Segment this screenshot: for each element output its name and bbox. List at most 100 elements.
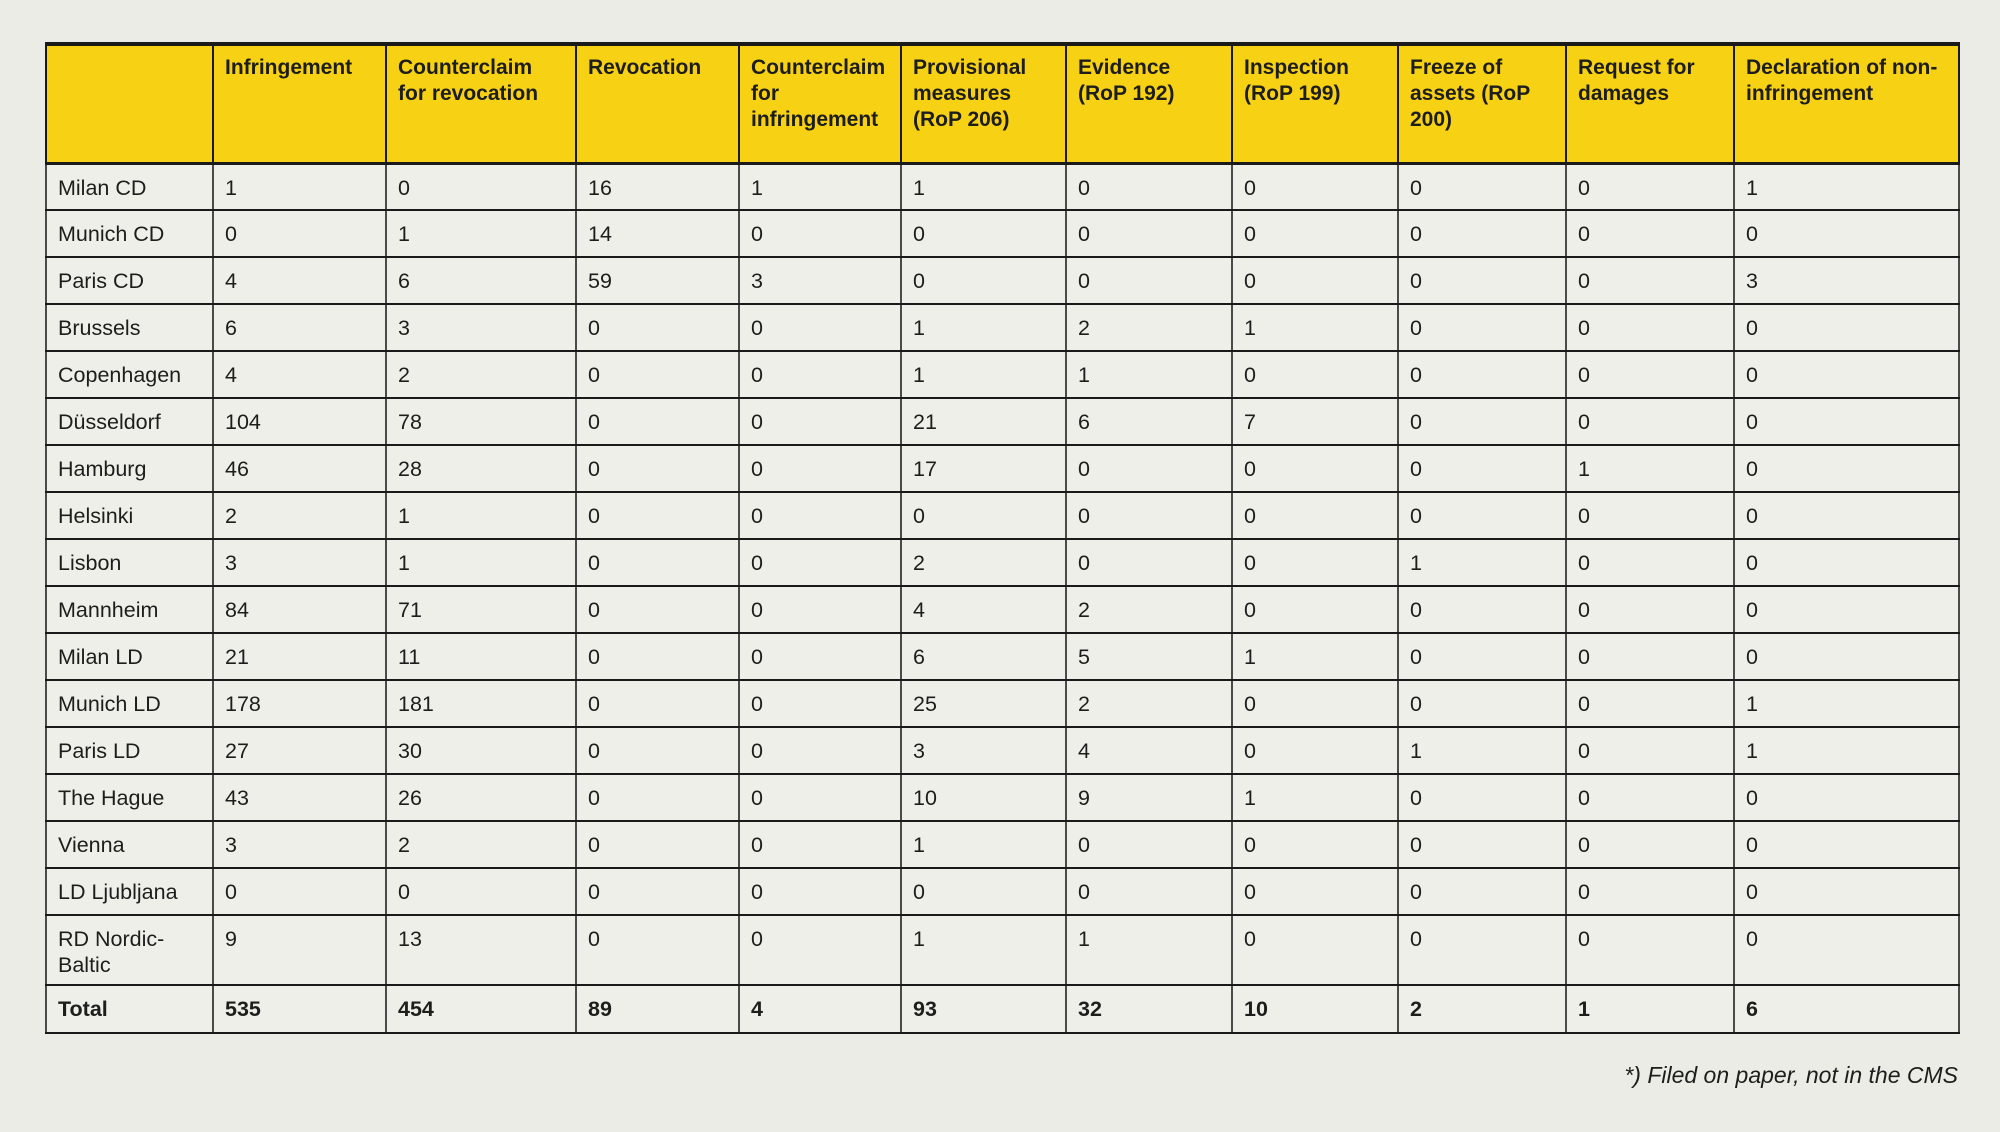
data-cell: 13 — [385, 914, 577, 986]
total-cell: 535 — [212, 984, 387, 1034]
data-cell: 21 — [900, 397, 1067, 446]
table-row: Paris CD 4 6 59 3 0 0 0 0 0 3 — [45, 256, 1960, 305]
data-cell: 0 — [575, 585, 740, 634]
data-cell: 6 — [1065, 397, 1233, 446]
data-cell: 1 — [900, 820, 1067, 869]
data-cell: 0 — [1065, 444, 1233, 493]
data-cell: 0 — [1565, 773, 1735, 822]
data-cell: 3 — [212, 538, 387, 587]
data-cell: 3 — [385, 303, 577, 352]
data-cell: 0 — [1231, 820, 1399, 869]
table-row: Düsseldorf 104 78 0 0 21 6 7 0 0 0 — [45, 397, 1960, 446]
data-cell: 0 — [1397, 820, 1567, 869]
data-cell: 4 — [900, 585, 1067, 634]
data-cell: 0 — [1733, 538, 1960, 587]
table-row: Brussels 6 3 0 0 1 2 1 0 0 0 — [45, 303, 1960, 352]
data-cell: 0 — [575, 303, 740, 352]
upc-case-statistics-table: Infringement Counterclaim for revocation R… — [45, 42, 1960, 1034]
data-cell: 0 — [1397, 867, 1567, 916]
data-cell: 0 — [1397, 209, 1567, 258]
row-label: Vienna — [45, 820, 214, 869]
data-cell: 0 — [1231, 256, 1399, 305]
data-cell: 0 — [738, 726, 902, 775]
row-label: Hamburg — [45, 444, 214, 493]
row-label: Paris CD — [45, 256, 214, 305]
data-cell: 0 — [738, 397, 902, 446]
data-cell: 5 — [1065, 632, 1233, 681]
data-cell: 9 — [212, 914, 387, 986]
data-cell: 26 — [385, 773, 577, 822]
data-cell: 2 — [212, 491, 387, 540]
total-cell: 32 — [1065, 984, 1233, 1034]
data-cell: 21 — [212, 632, 387, 681]
row-label: Paris LD — [45, 726, 214, 775]
data-cell: 0 — [1397, 773, 1567, 822]
row-label: Copenhagen — [45, 350, 214, 399]
data-cell: 0 — [575, 350, 740, 399]
data-cell: 1 — [385, 491, 577, 540]
data-cell: 84 — [212, 585, 387, 634]
data-cell: 178 — [212, 679, 387, 728]
data-cell: 0 — [738, 679, 902, 728]
corner-header-cell — [45, 42, 214, 165]
data-cell: 0 — [1733, 397, 1960, 446]
data-cell: 0 — [738, 773, 902, 822]
total-cell: 93 — [900, 984, 1067, 1034]
table-row: Munich LD 178 181 0 0 25 2 0 0 0 1 — [45, 679, 1960, 728]
data-cell: 3 — [900, 726, 1067, 775]
data-cell: 0 — [1565, 679, 1735, 728]
data-cell: 104 — [212, 397, 387, 446]
total-cell: 454 — [385, 984, 577, 1034]
page: Infringement Counterclaim for revocation R… — [45, 42, 1960, 1089]
data-cell: 1 — [1397, 726, 1567, 775]
data-cell: 1 — [1565, 444, 1735, 493]
table-row: Milan CD 1 0 16 1 1 0 0 0 0 1 — [45, 162, 1960, 211]
data-cell: 1 — [900, 350, 1067, 399]
row-label: Munich CD — [45, 209, 214, 258]
data-cell: 0 — [1733, 773, 1960, 822]
row-label: Munich LD — [45, 679, 214, 728]
data-cell: 0 — [575, 914, 740, 986]
data-cell: 0 — [1733, 209, 1960, 258]
row-label: Milan LD — [45, 632, 214, 681]
data-cell: 0 — [1565, 585, 1735, 634]
data-cell: 1 — [212, 162, 387, 211]
data-cell: 2 — [385, 350, 577, 399]
table-row: Milan LD 21 11 0 0 6 5 1 0 0 0 — [45, 632, 1960, 681]
total-row: Total 535 454 89 4 93 32 10 2 1 6 — [45, 984, 1960, 1034]
data-cell: 1 — [1733, 162, 1960, 211]
data-cell: 0 — [1733, 867, 1960, 916]
data-cell: 0 — [1065, 162, 1233, 211]
data-cell: 0 — [212, 209, 387, 258]
header-row: Infringement Counterclaim for revocation R… — [45, 42, 1960, 165]
data-cell: 181 — [385, 679, 577, 728]
data-cell: 0 — [1231, 585, 1399, 634]
data-cell: 3 — [738, 256, 902, 305]
data-cell: 0 — [1565, 867, 1735, 916]
data-cell: 1 — [900, 162, 1067, 211]
data-cell: 4 — [1065, 726, 1233, 775]
data-cell: 0 — [1397, 397, 1567, 446]
data-cell: 0 — [575, 397, 740, 446]
table-row: Vienna 3 2 0 0 1 0 0 0 0 0 — [45, 820, 1960, 869]
data-cell: 78 — [385, 397, 577, 446]
data-cell: 0 — [385, 162, 577, 211]
data-cell: 0 — [575, 444, 740, 493]
data-cell: 0 — [1065, 256, 1233, 305]
data-cell: 1 — [1231, 632, 1399, 681]
data-cell: 0 — [385, 867, 577, 916]
data-cell: 71 — [385, 585, 577, 634]
row-label: Helsinki — [45, 491, 214, 540]
data-cell: 2 — [1065, 585, 1233, 634]
data-cell: 0 — [738, 491, 902, 540]
data-cell: 0 — [1733, 914, 1960, 986]
total-cell: 2 — [1397, 984, 1567, 1034]
data-cell: 30 — [385, 726, 577, 775]
data-cell: 0 — [1397, 444, 1567, 493]
table-row: The Hague 43 26 0 0 10 9 1 0 0 0 — [45, 773, 1960, 822]
data-cell: 0 — [1565, 491, 1735, 540]
data-cell: 0 — [1565, 303, 1735, 352]
data-cell: 0 — [575, 632, 740, 681]
data-cell: 0 — [1565, 256, 1735, 305]
data-cell: 11 — [385, 632, 577, 681]
